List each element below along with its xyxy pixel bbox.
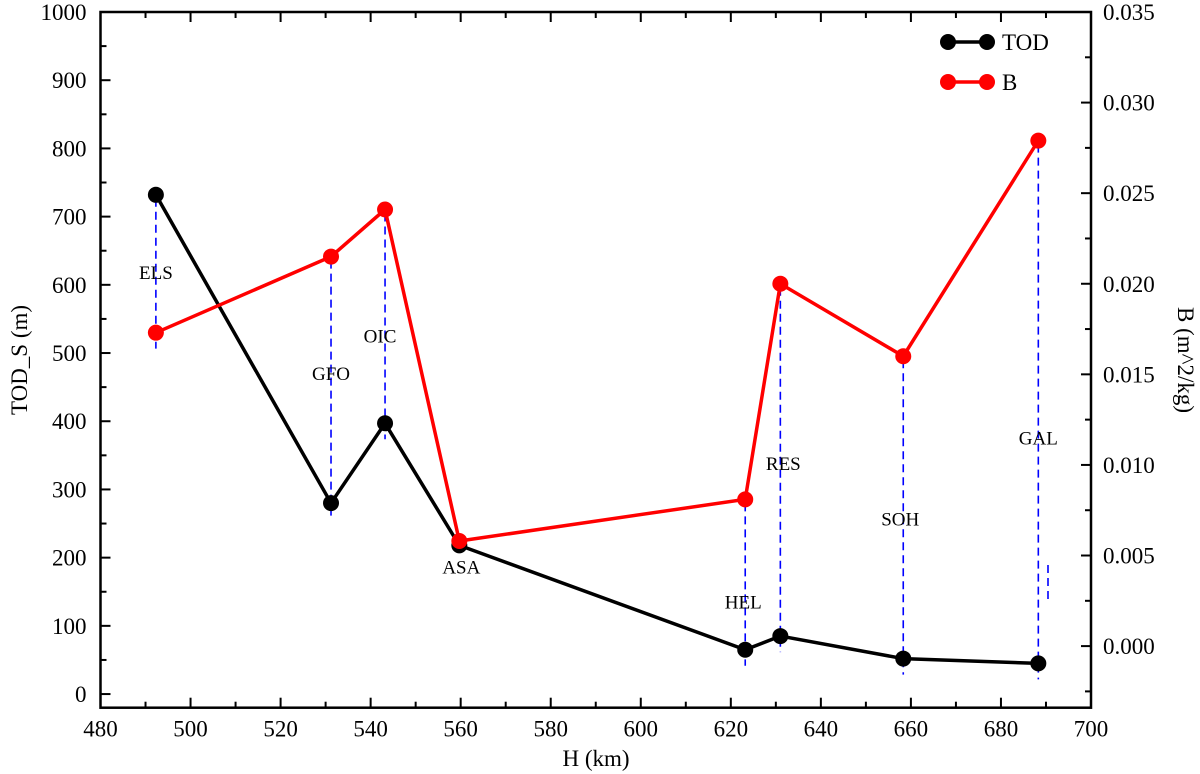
data-point-tod (1030, 655, 1047, 672)
data-point-tod (895, 650, 912, 667)
x-tick-label: 500 (173, 717, 208, 742)
axes: 480 500 520 540 560 580 600 620 640 660 680 700 0 100… (41, 0, 1155, 742)
data-point-b (323, 248, 340, 265)
x-tick-label: 480 (83, 717, 118, 742)
data-point-b (737, 491, 754, 508)
data-point-b (772, 275, 789, 292)
y-tick-label: 400 (52, 409, 87, 434)
x-tick-label: 560 (443, 717, 478, 742)
legend-label: B (1002, 70, 1017, 95)
y-tick-label: 600 (52, 273, 87, 298)
point-label: GAL (1019, 428, 1058, 449)
x-axis-title: H (km) (562, 746, 629, 771)
x-tick-label: 600 (624, 717, 659, 742)
legend-marker (979, 34, 995, 50)
y2-axis-title: B (m^2/kg) (1173, 307, 1198, 413)
y-tick-label: 1000 (41, 0, 87, 25)
y-tick-label: 300 (52, 477, 87, 502)
y-tick-label: 0 (75, 682, 87, 707)
y2-tick-label: 0.025 (1103, 181, 1155, 206)
x-tick-label: 580 (533, 717, 568, 742)
y-tick-label: 500 (52, 341, 87, 366)
connector-lines (155, 144, 1049, 680)
y2-tick-label: 0.000 (1103, 634, 1155, 659)
data-point-tod (147, 186, 164, 203)
series-line-b (155, 139, 1040, 543)
data-point-b (895, 348, 912, 365)
legend: TOD B (940, 30, 1049, 95)
data-point-b (147, 324, 164, 341)
data-point-tod (377, 415, 394, 432)
x-tick-label: 520 (263, 717, 298, 742)
legend-label: TOD (1002, 30, 1049, 55)
y2-tick-label: 0.010 (1103, 453, 1155, 478)
x-tick-label: 640 (804, 717, 839, 742)
y2-tick-label: 0.015 (1103, 362, 1155, 387)
y-tick-label: 800 (52, 136, 87, 161)
point-label: HEL (725, 593, 762, 614)
x-tick-label: 700 (1074, 717, 1109, 742)
point-label: SOH (881, 510, 919, 531)
y-axis-title: TOD_S (m) (7, 305, 32, 415)
series (147, 132, 1047, 672)
y-tick-label: 200 (52, 546, 87, 571)
y-tick-label: 900 (52, 68, 87, 93)
point-label: ASA (442, 557, 480, 578)
point-label: OIC (364, 326, 397, 347)
data-point-b (1030, 132, 1047, 149)
legend-marker (940, 74, 956, 90)
legend-marker (979, 74, 995, 90)
data-point-b (451, 533, 468, 550)
y-tick-label: 700 (52, 205, 87, 230)
y2-tick-label: 0.005 (1103, 544, 1155, 569)
y2-tick-label: 0.030 (1103, 91, 1155, 116)
data-point-tod (323, 495, 340, 512)
x-tick-label: 680 (984, 717, 1019, 742)
y-tick-label: 100 (52, 614, 87, 639)
y2-tick-label: 0.035 (1103, 0, 1155, 25)
point-label: ELS (139, 263, 173, 284)
x-tick-label: 540 (353, 717, 388, 742)
data-point-tod (772, 628, 789, 645)
data-point-b (377, 201, 394, 218)
point-label: RES (766, 454, 801, 475)
y2-tick-label: 0.020 (1103, 272, 1155, 297)
legend-marker (940, 34, 956, 50)
data-point-tod (737, 641, 754, 658)
point-label: GFO (312, 364, 350, 385)
series-line-tod (154, 193, 1039, 666)
x-tick-label: 620 (714, 717, 749, 742)
annotations: ELS GFO OIC ASA HEL RES SOH GAL (139, 263, 1058, 614)
x-tick-label: 660 (894, 717, 929, 742)
